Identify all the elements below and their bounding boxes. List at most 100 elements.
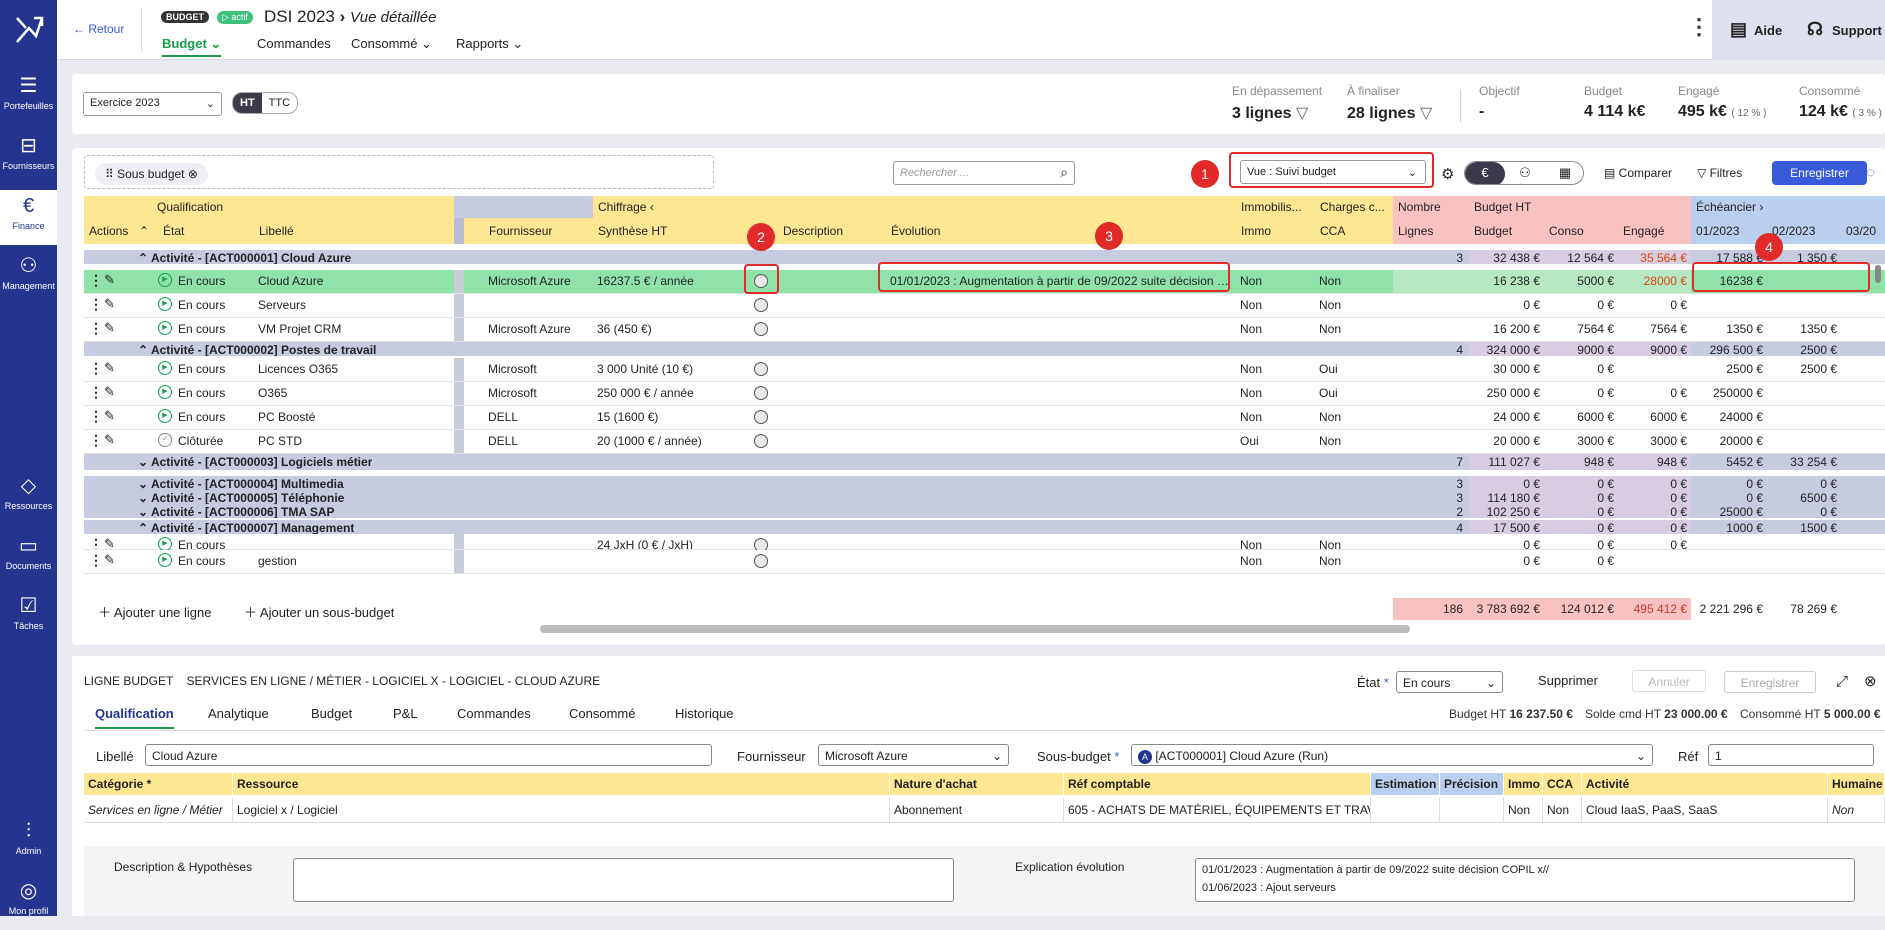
detail-tab-qualification[interactable]: Qualification: [95, 706, 174, 729]
row-menu-icon[interactable]: ⋮: [89, 552, 103, 568]
table-row[interactable]: ⋮ ✎ ▶ En cours gestion Non Non 0 € 0 €: [84, 550, 1885, 574]
sidebar-item-finance[interactable]: € Finance: [0, 190, 57, 245]
detail-cell[interactable]: [1440, 797, 1504, 823]
col-conso[interactable]: Conso: [1544, 218, 1618, 244]
cell-month-1[interactable]: 250000 €: [1712, 386, 1763, 400]
col-etat[interactable]: État: [158, 218, 254, 244]
col-lignes[interactable]: Lignes: [1393, 218, 1469, 244]
edit-icon[interactable]: ✎: [104, 408, 115, 423]
activity-row[interactable]: ⌃ Activité - [ACT000002] Postes de trava…: [84, 342, 1885, 356]
etat-select[interactable]: En cours ⌄: [1396, 671, 1503, 693]
add-subbudget-button[interactable]: ＋ Ajouter un sous-budget: [244, 605, 395, 620]
detail-cell[interactable]: [1371, 797, 1440, 823]
edit-icon[interactable]: ✎: [104, 384, 115, 399]
activity-row[interactable]: ⌃ Activité - [ACT000001] Cloud Azure 3 32 …: [84, 250, 1885, 264]
calculator-icon[interactable]: [754, 274, 768, 288]
calculator-icon[interactable]: [754, 434, 768, 448]
table-row[interactable]: ⋮ ✎ ▶ En cours O365 Microsoft 250 000 € / anné…: [84, 382, 1885, 406]
detail-tab-analytique[interactable]: Analytique: [208, 706, 269, 721]
edit-icon[interactable]: ✎: [104, 360, 115, 375]
table-row[interactable]: ⋮ ✎ ▶ En cours VM Projet CRM Microsoft Azure 3…: [84, 318, 1885, 342]
cell-evolution[interactable]: [890, 318, 1234, 341]
row-menu-icon[interactable]: ⋮: [89, 384, 103, 400]
sidebar-item-management[interactable]: ⚇ Management: [0, 250, 57, 305]
search-icon[interactable]: ⌕: [1060, 164, 1068, 180]
row-menu-icon[interactable]: ⋮: [89, 408, 103, 424]
cell-month-1[interactable]: [1691, 550, 1767, 573]
book-icon[interactable]: ▤: [1730, 19, 1748, 39]
col-month-3[interactable]: 03/20: [1841, 218, 1885, 244]
calculator-icon[interactable]: [754, 554, 768, 568]
chevron-up-icon[interactable]: ⌃: [138, 521, 149, 534]
table-row[interactable]: ⋮ ✎ ✓ Clôturée PC STD DELL 20 (1000 € / année)…: [84, 430, 1885, 454]
table-row[interactable]: ⋮ ✎ ▶ En cours Cloud Azure Microsoft Azure 162…: [84, 270, 1885, 294]
col-immo[interactable]: Immo: [1236, 218, 1315, 244]
calculator-icon[interactable]: [754, 410, 768, 424]
cell-month-2[interactable]: [1767, 550, 1841, 573]
col-fournisseur[interactable]: Fournisseur: [484, 218, 593, 244]
description-textarea[interactable]: [293, 858, 954, 902]
gear-icon[interactable]: ⚙: [1441, 166, 1455, 183]
detail-cell[interactable]: Non: [1504, 797, 1543, 823]
cell-month-2[interactable]: [1767, 382, 1841, 405]
detail-cell[interactable]: Non: [1828, 797, 1885, 823]
cell-month-2[interactable]: 1350 €: [1800, 322, 1837, 336]
detail-tab-consomme[interactable]: Consommé: [569, 706, 636, 721]
explanation-field[interactable]: 01/01/2023 : Augmentation à partir de 09…: [1195, 858, 1855, 902]
row-menu-icon[interactable]: ⋮: [89, 320, 103, 336]
sidebar-item-admin[interactable]: ⫶ Admin: [0, 815, 57, 870]
fournisseur-select[interactable]: Microsoft Azure ⌄: [818, 744, 1009, 766]
tab-consomme[interactable]: Consommé ⌄: [351, 36, 432, 52]
cell-month-1[interactable]: [1691, 294, 1767, 317]
col-evolution[interactable]: Évolution: [886, 218, 1236, 244]
view-select[interactable]: Vue : Suivi budget ⌄: [1240, 160, 1426, 184]
chevron-down-icon[interactable]: ⌄: [138, 477, 149, 490]
search-input[interactable]: Rechercher ... ⌕: [893, 161, 1075, 185]
filters-button[interactable]: ▽ Filtres: [1697, 161, 1742, 185]
edit-icon[interactable]: ✎: [104, 432, 115, 447]
app-logo-icon[interactable]: [14, 12, 44, 46]
row-menu-icon[interactable]: ⋮: [89, 360, 103, 376]
calculator-icon[interactable]: [754, 298, 768, 312]
calculator-icon[interactable]: [754, 362, 768, 376]
close-icon[interactable]: ⊗: [1864, 673, 1877, 690]
tab-rapports[interactable]: Rapports ⌄: [456, 36, 523, 52]
activity-row[interactable]: ⌃ Activité - [ACT000007] Management 4 17 5…: [84, 520, 1885, 534]
delete-button[interactable]: Supprimer: [1538, 673, 1598, 688]
table-row[interactable]: ⋮ ✎ ▶ En cours 24 JxH (0 € / JxH) Non Non 0 € 0 …: [84, 534, 1885, 552]
edit-icon[interactable]: ✎: [104, 272, 115, 287]
view-mode-toggle[interactable]: € ⚇ ▦: [1464, 161, 1584, 185]
sidebar-item-taches[interactable]: ☑ Tâches: [0, 590, 57, 645]
detail-tab-historique[interactable]: Historique: [675, 706, 734, 721]
edit-icon[interactable]: ✎: [104, 320, 115, 335]
tab-commandes[interactable]: Commandes: [257, 36, 331, 51]
more-menu-icon[interactable]: ⋮: [1688, 14, 1710, 39]
ht-ttc-toggle[interactable]: HT TTC: [232, 92, 299, 114]
sidebar-item-portefeuilles[interactable]: ☰ Portefeuilles: [0, 70, 57, 125]
edit-icon[interactable]: ✎: [104, 552, 115, 567]
cell-month-2[interactable]: [1767, 534, 1841, 549]
euro-icon[interactable]: €: [1465, 162, 1505, 184]
ht-option[interactable]: HT: [233, 93, 262, 113]
chevron-left-icon[interactable]: ‹: [649, 200, 654, 214]
row-menu-icon[interactable]: ⋮: [89, 296, 103, 312]
group-chiffrage[interactable]: Chiffrage ‹: [593, 196, 1236, 218]
sous-budget-chip[interactable]: ⠿ Sous budget ⊗: [95, 163, 208, 185]
chevron-down-icon[interactable]: ⌄: [138, 455, 149, 469]
detail-tab-pl[interactable]: P&L: [393, 706, 418, 721]
collapse-all-icon[interactable]: ⌃: [134, 218, 158, 244]
sidebar-item-documents[interactable]: ▭ Documents: [0, 530, 57, 585]
cell-month-1[interactable]: 20000 €: [1719, 434, 1763, 448]
row-menu-icon[interactable]: ⋮: [89, 272, 103, 288]
headset-icon[interactable]: ☊: [1807, 19, 1823, 39]
refresh-icon[interactable]: ◌: [1866, 164, 1875, 181]
cell-evolution[interactable]: [890, 382, 1234, 405]
chevron-up-icon[interactable]: ⌃: [138, 343, 149, 356]
col-month-1[interactable]: 01/2023: [1691, 218, 1767, 244]
detail-cell[interactable]: Non: [1543, 797, 1582, 823]
vertical-scrollbar[interactable]: [1875, 265, 1881, 283]
kpi-1[interactable]: À finaliser 28 lignes ▽: [1347, 84, 1432, 123]
group-drop-zone[interactable]: ⠿ Sous budget ⊗: [84, 155, 714, 189]
row-menu-icon[interactable]: ⋮: [89, 536, 103, 549]
cell-month-1[interactable]: 24000 €: [1719, 410, 1763, 424]
